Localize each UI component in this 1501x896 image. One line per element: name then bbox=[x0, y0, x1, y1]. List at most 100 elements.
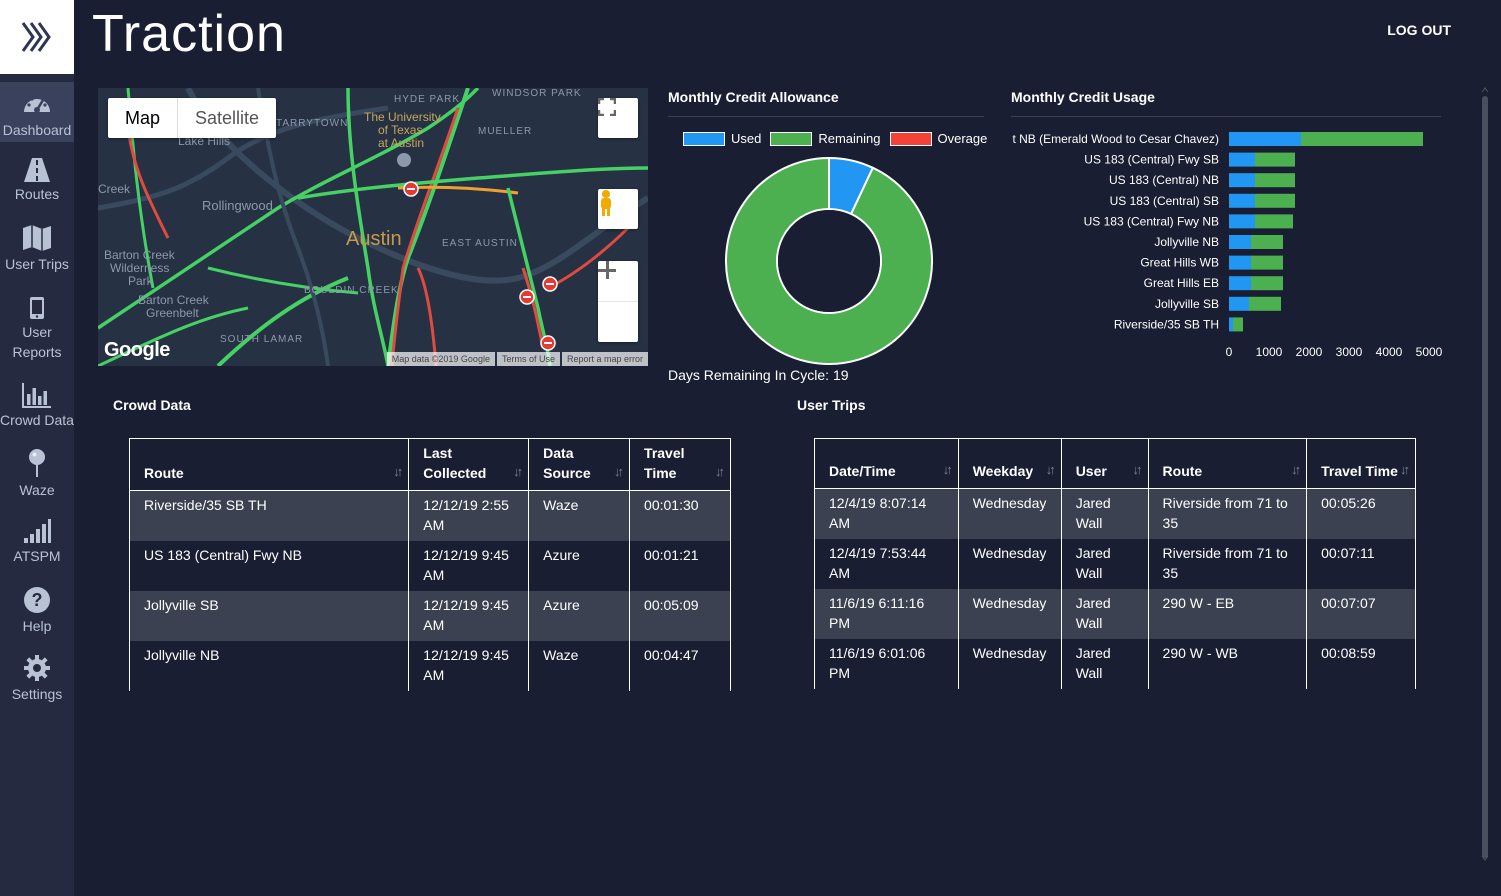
bar-segment-used[interactable] bbox=[1229, 296, 1249, 311]
table-cell: 290 W - WB bbox=[1147, 639, 1308, 689]
divider bbox=[1011, 116, 1441, 117]
column-header-weekday[interactable]: Weekday ↓↑ bbox=[957, 438, 1062, 489]
sort-icon: ↓↑ bbox=[614, 464, 624, 479]
bar-segment-used[interactable] bbox=[1229, 235, 1251, 249]
table-row[interactable]: 11/6/19 6:11:16 PM Wednesday Jared Wall 290… bbox=[814, 589, 1416, 639]
bar-segment-used[interactable] bbox=[1229, 276, 1251, 291]
dashboard-icon bbox=[24, 95, 50, 113]
map-label: Rollingwood bbox=[202, 198, 273, 213]
table-row[interactable]: Riverside/35 SB TH 12/12/19 2:55 AM Waze 00… bbox=[128, 490, 731, 541]
column-header-route[interactable]: Route ↓↑ bbox=[128, 438, 410, 491]
report-map-error-link[interactable]: Report a map error bbox=[561, 352, 648, 366]
legend-item-remaining[interactable]: Remaining bbox=[770, 131, 881, 146]
legend-swatch bbox=[889, 131, 932, 146]
sidebar-item-routes[interactable]: Routes bbox=[0, 158, 74, 204]
sidebar-item-user-trips[interactable]: User Trips bbox=[0, 224, 74, 274]
bar-segment-used[interactable] bbox=[1229, 255, 1251, 270]
bar-segment-used[interactable] bbox=[1229, 214, 1255, 229]
table-row[interactable]: 12/4/19 8:07:14 AM Wednesday Jared Wall Riv… bbox=[814, 488, 1416, 539]
sidebar-item-label: ATSPM bbox=[13, 548, 61, 564]
category-label: Great Hills WB bbox=[1140, 256, 1219, 270]
bar-segment-used[interactable] bbox=[1229, 193, 1255, 208]
donut-hole bbox=[778, 210, 880, 312]
column-header-label: Weekday bbox=[972, 463, 1034, 479]
legend-item-used[interactable]: Used bbox=[683, 131, 761, 146]
x-tick-label: 1000 bbox=[1256, 345, 1283, 359]
sidebar-item-crowd-data[interactable]: Crowd Data bbox=[0, 382, 74, 430]
table-cell: 00:05:09 bbox=[629, 591, 731, 641]
map-label: TARRYTOWN bbox=[276, 118, 349, 129]
sidebar-item-settings[interactable]: Settings bbox=[0, 654, 74, 704]
bar-segment-used[interactable] bbox=[1229, 173, 1255, 188]
bar-segment-used[interactable] bbox=[1229, 152, 1255, 167]
column-header-last-collected[interactable]: Last Collected ↓↑ bbox=[408, 438, 530, 491]
table-cell: Riverside from 71 to 35 bbox=[1147, 539, 1308, 589]
sidebar-item-atspm[interactable]: ATSPM bbox=[0, 518, 74, 566]
table-row[interactable]: Jollyville NB 12/12/19 9:45 AM Waze 00:04:4… bbox=[128, 641, 731, 691]
bar-segment-remaining[interactable] bbox=[1251, 255, 1283, 270]
bar-segment-used[interactable] bbox=[1229, 132, 1301, 146]
bar-segment-used[interactable] bbox=[1229, 317, 1233, 332]
map-type-map-button[interactable]: Map bbox=[108, 98, 179, 138]
column-header-user[interactable]: User ↓↑ bbox=[1060, 438, 1149, 489]
table-cell: Jared Wall bbox=[1060, 488, 1149, 539]
sort-icon: ↓↑ bbox=[1400, 462, 1410, 477]
map-label: of Texas bbox=[378, 123, 423, 137]
table-cell: Wednesday bbox=[957, 589, 1062, 639]
traffic-map[interactable]: HYDE PARK WINDSOR PARK TARRYTOWN The Uni… bbox=[98, 88, 648, 366]
bar-segment-remaining[interactable] bbox=[1255, 214, 1293, 229]
map-label: Barton Creek bbox=[138, 293, 209, 307]
legend-label: Overage bbox=[937, 131, 988, 146]
table-cell: 11/6/19 6:01:06 PM bbox=[814, 639, 959, 689]
sidebar-item-waze[interactable]: Waze bbox=[0, 448, 74, 500]
terms-of-use-link[interactable]: Terms of Use bbox=[496, 352, 560, 366]
map-type-satellite-button[interactable]: Satellite bbox=[195, 108, 260, 128]
app-logo[interactable] bbox=[0, 0, 74, 74]
legend-item-overage[interactable]: Overage bbox=[889, 131, 988, 146]
bar-segment-remaining[interactable] bbox=[1233, 317, 1243, 332]
bar-segment-remaining[interactable] bbox=[1249, 296, 1281, 311]
fullscreen-button[interactable] bbox=[598, 98, 638, 138]
legend-label: Used bbox=[731, 131, 762, 146]
sort-icon: ↓↑ bbox=[715, 464, 725, 479]
table-cell: 11/6/19 6:11:16 PM bbox=[814, 589, 959, 639]
street-view-button[interactable] bbox=[598, 189, 638, 229]
column-header-travel-time[interactable]: Travel Time ↓↑ bbox=[629, 438, 731, 491]
bar-segment-remaining[interactable] bbox=[1255, 152, 1295, 167]
sidebar-item-help[interactable]: ? Help bbox=[0, 586, 74, 636]
column-header-data-source[interactable]: Data Source ↓↑ bbox=[528, 438, 631, 491]
table-row[interactable]: US 183 (Central) Fwy NB 12/12/19 9:45 AM A… bbox=[128, 541, 731, 591]
pegman-icon bbox=[601, 190, 611, 216]
legend-swatch bbox=[770, 131, 813, 146]
donut-slice-remaining[interactable] bbox=[725, 156, 933, 365]
google-logo: Google bbox=[104, 339, 170, 361]
bar-segment-remaining[interactable] bbox=[1255, 173, 1295, 188]
sidebar-item-label: Crowd Data bbox=[0, 412, 74, 428]
map-label: WINDSOR PARK bbox=[492, 88, 582, 99]
table-cell: Wednesday bbox=[957, 639, 1062, 689]
x-tick-label: 2000 bbox=[1296, 345, 1323, 359]
table-row[interactable]: Jollyville SB 12/12/19 9:45 AM Azure 00:05:… bbox=[128, 591, 731, 641]
table-row[interactable]: 11/6/19 6:01:06 PM Wednesday Jared Wall 290… bbox=[814, 639, 1416, 689]
column-header-travel-time[interactable]: Travel Time ↓↑ bbox=[1306, 438, 1416, 489]
column-header-date-time[interactable]: Date/Time ↓↑ bbox=[814, 438, 959, 489]
sidebar-item-user-reports[interactable]: User Reports bbox=[0, 296, 74, 362]
page-scrollbar[interactable] bbox=[1481, 86, 1489, 862]
bar-segment-remaining[interactable] bbox=[1251, 235, 1283, 249]
column-header-label: Travel Time bbox=[644, 445, 685, 481]
column-header-label: Travel Time bbox=[1321, 463, 1398, 479]
table-row[interactable]: 12/4/19 7:53:44 AM Wednesday Jared Wall Riv… bbox=[814, 539, 1416, 589]
crowd-data-title: Crowd Data bbox=[113, 397, 191, 413]
logout-button[interactable]: LOG OUT bbox=[1387, 22, 1451, 38]
map-label: EAST AUSTIN bbox=[442, 238, 518, 249]
column-header-route[interactable]: Route ↓↑ bbox=[1147, 438, 1308, 489]
bar-segment-remaining[interactable] bbox=[1301, 132, 1423, 146]
bar-segment-remaining[interactable] bbox=[1255, 193, 1295, 208]
zoom-out-button[interactable] bbox=[598, 269, 638, 342]
sidebar-item-label: User Reports bbox=[12, 324, 62, 360]
table-cell: 00:05:26 bbox=[1306, 488, 1416, 539]
bar-segment-remaining[interactable] bbox=[1251, 276, 1283, 291]
phone-icon bbox=[30, 297, 44, 319]
sort-icon: ↓↑ bbox=[1132, 462, 1143, 477]
sidebar-item-dashboard[interactable]: Dashboard bbox=[0, 82, 74, 142]
